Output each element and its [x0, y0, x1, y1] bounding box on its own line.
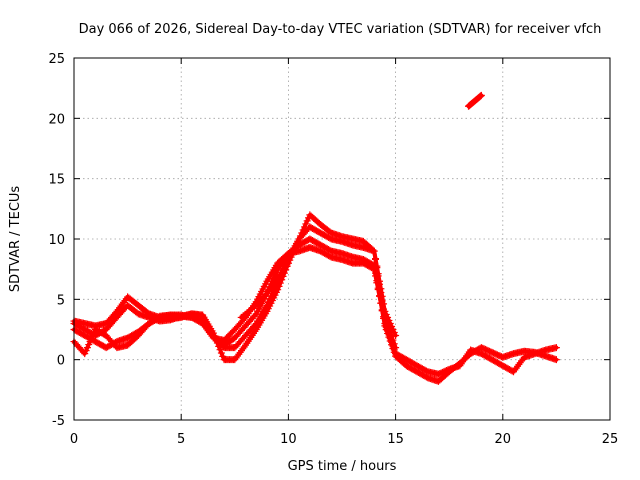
data-point [377, 285, 385, 293]
y-tick-label: 15 [48, 173, 65, 188]
x-tick-labels: 0 5 10 15 20 25 [70, 432, 618, 447]
data-point [300, 223, 308, 231]
series-trace-8 [464, 91, 485, 110]
x-tick-label: 5 [177, 432, 185, 447]
data-point [83, 344, 91, 352]
x-tick-label: 0 [70, 432, 78, 447]
x-tick-label: 25 [602, 432, 619, 447]
data-point [284, 259, 292, 267]
data-point [477, 91, 485, 99]
series-trace-5 [237, 259, 292, 321]
data-series [70, 91, 560, 385]
data-point [212, 336, 220, 344]
data-point [288, 250, 296, 258]
data-point [211, 332, 219, 340]
data-point [303, 217, 311, 225]
data-point [384, 313, 392, 321]
data-point [296, 232, 304, 240]
data-point [389, 326, 397, 333]
data-point [376, 277, 384, 285]
data-point [382, 310, 390, 318]
data-point [287, 253, 295, 261]
data-point [552, 356, 560, 364]
data-point [386, 319, 394, 327]
data-point [213, 339, 221, 347]
data-point [82, 347, 90, 355]
y-tick-label: -5 [52, 414, 65, 429]
data-point [217, 349, 225, 357]
series-trace-7 [392, 344, 560, 385]
data-point [215, 342, 223, 350]
data-point [389, 336, 397, 344]
axis-ticks [73, 57, 611, 421]
data-point [385, 316, 393, 324]
data-point [392, 332, 400, 340]
y-axis-label: SDTVAR / TECUs [8, 186, 23, 293]
data-point [299, 226, 307, 234]
data-point [381, 307, 389, 315]
data-point [85, 341, 93, 349]
data-point [291, 244, 299, 252]
y-tick-labels: -5 0 5 10 15 20 25 [48, 52, 65, 429]
data-point [370, 247, 378, 255]
data-point [392, 344, 400, 352]
x-axis-label: GPS time / hours [288, 459, 397, 474]
data-point [380, 300, 388, 308]
y-tick-label: 10 [48, 233, 65, 248]
y-tick-label: 20 [48, 112, 65, 127]
data-point [374, 270, 382, 278]
data-point [390, 340, 398, 348]
data-point [295, 235, 303, 243]
x-tick-label: 20 [495, 432, 512, 447]
data-point [302, 220, 310, 228]
data-point [251, 311, 259, 319]
data-point [552, 344, 560, 352]
data-point [290, 247, 298, 255]
data-point [372, 255, 379, 263]
x-tick-label: 10 [280, 432, 297, 447]
data-point [388, 322, 396, 330]
data-point [298, 229, 306, 237]
data-point [294, 238, 302, 246]
y-tick-label: 0 [57, 354, 65, 369]
series-trace-2 [70, 235, 400, 360]
series-trace-4 [70, 211, 400, 364]
data-point [292, 241, 300, 249]
data-point [276, 279, 284, 287]
x-tick-label: 15 [387, 432, 404, 447]
data-point [390, 329, 398, 337]
y-tick-label: 5 [57, 293, 65, 308]
data-point [209, 329, 217, 337]
data-point [378, 292, 386, 300]
data-point [274, 286, 282, 294]
data-point [81, 350, 89, 358]
data-point [216, 346, 224, 354]
data-point [369, 246, 377, 254]
data-point [373, 262, 381, 270]
chart-title: Day 066 of 2026, Sidereal Day-to-day VTE… [79, 22, 602, 37]
y-tick-label: 25 [48, 52, 65, 67]
data-point [275, 282, 283, 290]
